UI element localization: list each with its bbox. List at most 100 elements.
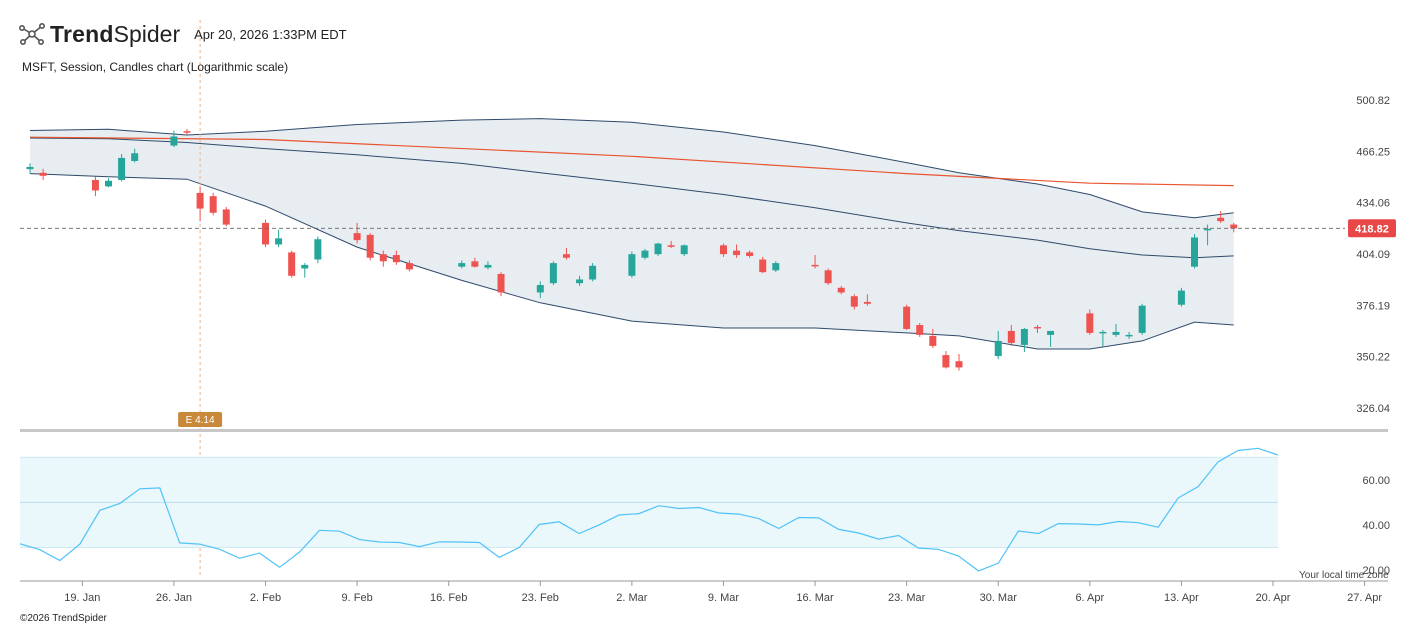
candle-body	[392, 255, 400, 263]
candle	[929, 328, 937, 348]
candle	[733, 244, 741, 258]
x-axis-tick-label: 27. Apr	[1347, 592, 1382, 604]
candle-body	[1086, 313, 1094, 333]
bollinger-band-fill	[30, 118, 1234, 349]
candle	[392, 250, 400, 265]
candle	[484, 261, 492, 270]
candle	[589, 263, 597, 282]
copyright: ©2026 TrendSpider	[20, 613, 107, 624]
candle	[850, 294, 858, 310]
x-axis-tick-label: 9. Mar	[708, 592, 740, 604]
candle	[301, 263, 309, 278]
candle	[183, 128, 191, 135]
candle	[994, 330, 1002, 360]
candle-body	[39, 172, 47, 176]
candle-body	[1020, 328, 1028, 345]
candle-body	[667, 245, 675, 247]
candle-body	[105, 180, 113, 187]
candle-body	[759, 259, 767, 273]
x-axis-tick-label: 16. Feb	[430, 592, 467, 604]
brand-name-light: Spider	[113, 20, 181, 47]
candle-body	[353, 233, 361, 241]
x-axis-tick-label: 9. Feb	[342, 592, 373, 604]
candle-body	[837, 287, 845, 293]
candle-body	[1007, 330, 1015, 343]
candle-body	[536, 285, 544, 293]
candle	[314, 236, 322, 264]
candle-body	[733, 250, 741, 256]
candle-body	[903, 306, 911, 329]
x-axis: 19. Jan 26. Jan 2. Feb 9. Feb 16. Feb 23. Feb…	[20, 580, 1388, 604]
candle-body	[118, 157, 126, 180]
candle-body	[1217, 217, 1225, 222]
x-axis-tick-label: 23. Mar	[888, 592, 926, 604]
candle	[837, 285, 845, 295]
candle-body	[1099, 331, 1107, 334]
candle-body	[366, 234, 374, 258]
candle-body	[262, 222, 270, 245]
candle	[1112, 324, 1120, 337]
candle	[641, 248, 649, 260]
candle-body	[379, 254, 387, 262]
candle-body	[641, 250, 649, 258]
x-axis-tick-label: 19. Jan	[64, 592, 100, 604]
candle-body	[497, 273, 505, 293]
candle	[942, 350, 950, 369]
rsi-panel: 60.00 40.00 20.00	[19, 447, 1390, 577]
candle-body	[719, 245, 727, 255]
candle	[955, 354, 963, 371]
candle	[118, 154, 126, 182]
x-axis-tick-label: 23. Feb	[522, 592, 559, 604]
candle	[1138, 303, 1146, 335]
price-axis-tick-label: 500.82	[1356, 95, 1390, 107]
candle	[1177, 287, 1185, 307]
timestamp: Apr 20, 2026 1:33PM EDT	[194, 26, 347, 42]
candle	[1190, 234, 1198, 269]
rsi-axis-tick-label: 20.00	[1362, 565, 1390, 577]
price-panel: 500.82 466.25 434.06 404.09 376.19 350.22 326.…	[20, 20, 1396, 578]
candle-body	[314, 239, 322, 260]
candle	[746, 250, 754, 258]
candle-body	[1047, 330, 1055, 335]
candle	[1217, 211, 1225, 223]
candle-body	[222, 209, 230, 225]
candle-body	[131, 153, 139, 162]
candle	[824, 268, 832, 286]
candle	[549, 261, 557, 286]
earnings-tag: E 4.14	[178, 412, 223, 427]
candle	[196, 186, 204, 222]
rsi-axis-tick-label: 60.00	[1362, 475, 1390, 487]
candle-body	[1190, 237, 1198, 267]
candle	[1204, 224, 1212, 246]
candle	[379, 250, 387, 267]
candle-body	[628, 254, 636, 276]
candle	[39, 168, 47, 180]
candle-body	[26, 166, 34, 170]
candle-body	[209, 196, 217, 213]
candle-body	[863, 301, 871, 304]
bollinger-middle-line	[29, 137, 1234, 259]
candle	[903, 304, 911, 330]
earnings-tag-bg	[178, 412, 223, 427]
trendspider-logo-icon	[18, 22, 45, 45]
candle-body	[955, 361, 963, 368]
candle-body	[1125, 334, 1133, 337]
candle	[1099, 329, 1107, 347]
candle	[667, 240, 675, 248]
candle	[1125, 331, 1133, 339]
candle	[916, 323, 924, 337]
panel-separator	[20, 429, 1388, 432]
moving-average-line	[29, 136, 1234, 187]
candle-body	[772, 263, 780, 271]
candle	[1007, 325, 1015, 346]
candle	[105, 178, 113, 188]
candle-body	[654, 243, 662, 255]
earnings-tag-label: E 4.14	[186, 415, 215, 426]
price-axis-tick-label: 350.22	[1356, 352, 1390, 364]
candle-body	[1177, 290, 1185, 305]
candle-body	[288, 252, 296, 276]
candle-body	[1112, 331, 1120, 335]
candle-body	[576, 279, 584, 284]
candle	[170, 130, 178, 148]
